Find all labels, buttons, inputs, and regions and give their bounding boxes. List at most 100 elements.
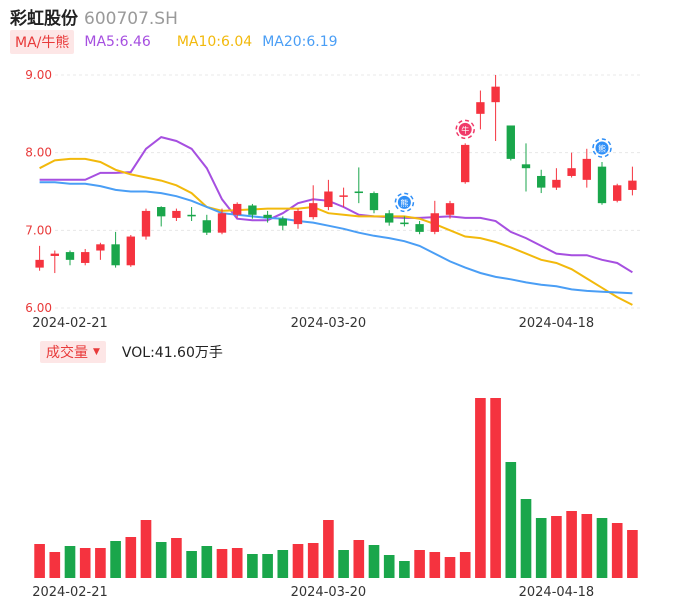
stock-header: 彩虹股份 600707.SH <box>10 4 178 29</box>
volume-bar <box>581 514 593 578</box>
volume-bar <box>186 551 197 578</box>
x-tick-label: 2024-04-18 <box>519 316 595 331</box>
candle-body <box>445 203 455 215</box>
candle-body <box>430 213 439 232</box>
price-x-ticks: 2024-02-21 2024-03-20 2024-04-18 <box>32 316 594 331</box>
bear-badge-icon: 熊 <box>592 138 612 158</box>
candle-body <box>552 179 561 188</box>
candle-body <box>461 144 470 183</box>
volume-tag-label: 成交量 <box>46 345 88 361</box>
candle-body <box>354 191 363 194</box>
volume-bar <box>34 544 45 578</box>
candle-body <box>613 185 622 201</box>
signal-markers: 熊 牛熊 <box>394 119 612 213</box>
candle <box>65 250 75 266</box>
volume-bar <box>79 548 91 578</box>
volume-bar <box>535 518 547 578</box>
volume-bar <box>95 548 106 578</box>
volume-bar <box>216 549 228 578</box>
candle-body <box>369 193 379 211</box>
volume-bar <box>201 546 213 578</box>
volume-x-ticks: 2024-02-21 2024-03-20 2024-04-18 <box>32 585 594 600</box>
x-tick-label: 2024-03-20 <box>291 585 367 600</box>
x-tick-label: 2024-02-21 <box>32 316 108 331</box>
candle-body <box>111 244 120 266</box>
candle-body <box>233 203 242 215</box>
bull-badge-icon: 牛 <box>455 119 475 140</box>
candle <box>81 248 90 266</box>
volume-indicator-selector[interactable]: 成交量 ▼ <box>40 341 106 363</box>
candle-body <box>126 236 135 266</box>
candle-body <box>567 168 576 176</box>
candle <box>157 206 166 227</box>
candle-body <box>202 220 211 233</box>
ma10-legend: MA10:6.04 <box>176 34 253 50</box>
y-tick-label: 7.00 <box>25 223 52 237</box>
volume-bar <box>490 398 501 578</box>
candle <box>35 245 44 271</box>
candle <box>339 187 348 208</box>
marker-ring <box>394 192 415 213</box>
candle-body <box>537 175 546 188</box>
candle <box>141 208 151 240</box>
y-tick-label: 9.00 <box>25 68 52 82</box>
candle <box>415 221 424 235</box>
candle <box>111 231 120 268</box>
candle <box>354 167 363 204</box>
candle <box>172 208 181 222</box>
ma5-line <box>39 136 633 274</box>
volume-bar <box>338 550 349 578</box>
volume-bar <box>520 499 532 578</box>
x-tick-label: 2024-02-21 <box>32 585 108 600</box>
candle <box>187 207 196 222</box>
volume-bar <box>475 398 486 578</box>
candle <box>445 200 455 219</box>
candle-body <box>506 125 515 159</box>
volume-bar <box>140 520 152 578</box>
candle-body <box>50 253 59 256</box>
candle-body <box>324 191 333 208</box>
candlesticks <box>35 75 637 274</box>
candle-body <box>157 207 166 217</box>
volume-bar <box>64 546 76 578</box>
volume-bar <box>307 543 319 578</box>
stock-name: 彩虹股份 <box>10 9 78 29</box>
volume-bars <box>34 398 638 578</box>
ma-indicator-selector[interactable]: MA/牛熊 <box>10 30 75 54</box>
candle <box>126 234 135 267</box>
candle <box>567 152 576 178</box>
candle <box>537 169 546 194</box>
volume-bar <box>444 557 456 578</box>
candle-body <box>263 214 272 218</box>
volume-bar <box>505 462 517 578</box>
volume-bar <box>49 552 61 578</box>
candle <box>293 208 303 229</box>
volume-bar <box>155 542 167 578</box>
marker-dot <box>458 122 472 136</box>
candle <box>248 203 257 219</box>
candle-body <box>141 210 151 237</box>
candle <box>476 90 485 130</box>
candle-body <box>521 164 531 169</box>
ma20-line <box>39 181 633 295</box>
candle <box>50 250 59 274</box>
candle-body <box>96 244 105 251</box>
candle-body <box>476 102 485 114</box>
candle <box>400 216 409 227</box>
y-tick-label: 6.00 <box>25 301 52 315</box>
candle-body <box>217 213 227 233</box>
marker-dot <box>595 141 609 155</box>
candle <box>552 168 561 190</box>
candle-body <box>81 252 90 263</box>
candle-body <box>597 166 607 204</box>
candle <box>430 200 439 235</box>
volume-bar <box>611 523 623 578</box>
volume-bar <box>414 550 425 578</box>
candle <box>521 143 531 192</box>
x-tick-label: 2024-03-20 <box>291 316 367 331</box>
bear-badge-icon: 熊 <box>394 192 415 213</box>
candle <box>582 148 591 188</box>
candle <box>263 210 272 223</box>
candle <box>461 143 470 184</box>
marker-label: 熊 <box>400 198 408 208</box>
